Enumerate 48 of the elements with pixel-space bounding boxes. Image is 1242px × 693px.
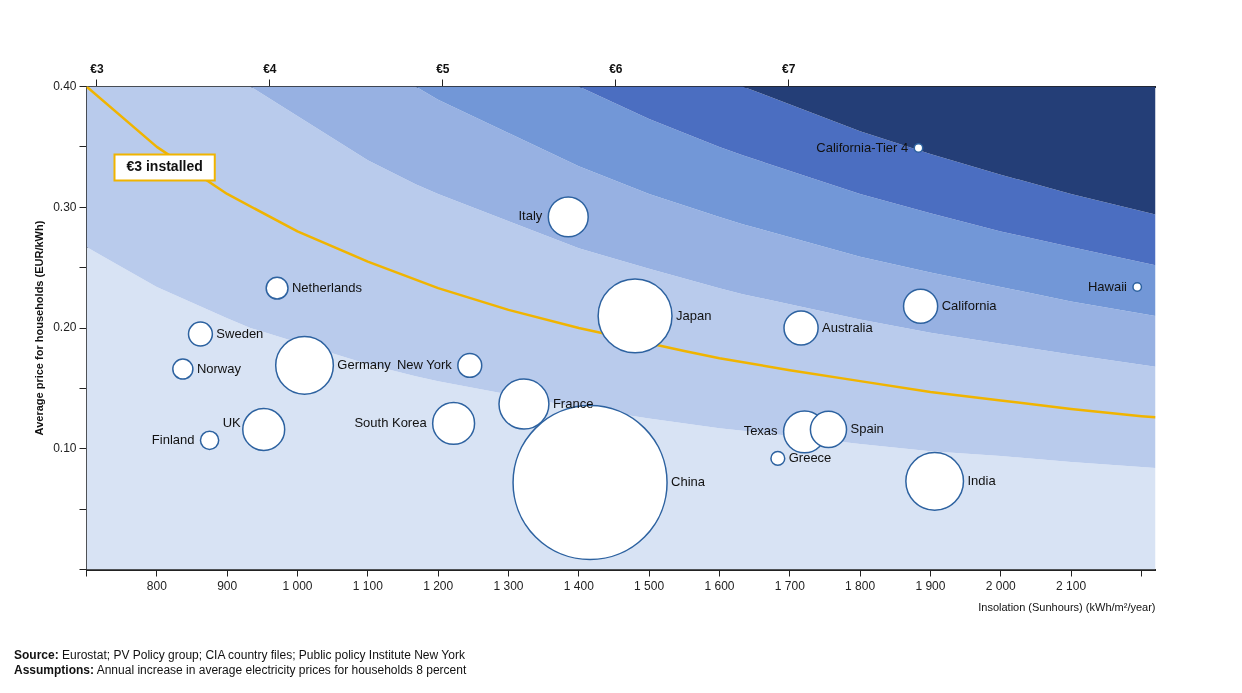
text: Assumptions: Annual increase in average electricity prices for households 8 percent <box>14 663 467 677</box>
series-label: Italy <box>518 208 543 224</box>
series-label: Germany <box>337 357 392 373</box>
x2-tick-label: €6 <box>609 61 623 76</box>
x-tick-label: 1 300 <box>493 579 524 594</box>
series-label: Sweden <box>216 325 264 341</box>
x-tick-label: 1 600 <box>704 579 735 594</box>
x-axis-title: Insolation (Sunhours) (kWh/m²/year) <box>978 600 1156 613</box>
y-tick-label: 0.40 <box>53 78 77 93</box>
series-label: Hawaii <box>1087 278 1128 294</box>
x-tick-label: 1 000 <box>282 579 313 594</box>
source-note: Source: Eurostat; PV Policy group; CIA country files; Public policy Institute New York <box>14 648 465 662</box>
x-tick-label: 1 500 <box>634 579 665 594</box>
x-tick-label: 1 800 <box>845 579 876 594</box>
x2-tick-label: €3 <box>90 61 104 76</box>
series-label: Spain <box>850 421 884 437</box>
series-label: Japan <box>675 307 712 323</box>
x-tick-label: 900 <box>217 579 238 594</box>
series-label: New York <box>396 357 453 373</box>
x2-tick-label: €4 <box>263 61 277 76</box>
series-label: Norway <box>196 360 242 376</box>
x-tick-label: 1 200 <box>423 579 454 594</box>
x-tick-label: 1 700 <box>774 579 806 594</box>
series-label: Finland <box>151 431 195 447</box>
x2-tick-label: €5 <box>436 61 450 76</box>
series-label: Greece <box>788 449 832 465</box>
y-tick-label: 0.10 <box>53 441 77 456</box>
series-label: Netherlands <box>291 279 363 295</box>
x-tick-label: 2 100 <box>1056 579 1087 594</box>
series-label: Texas <box>743 423 779 439</box>
x-tick-label: 1 100 <box>352 579 384 594</box>
series-label: South Korea <box>354 414 428 430</box>
series-label: India <box>967 472 997 488</box>
x-tick-label: 1 400 <box>563 579 595 594</box>
y-tick-label: 0.20 <box>53 320 77 335</box>
x-tick-label: 800 <box>146 579 168 594</box>
series-label: €3 installed <box>126 158 203 175</box>
series-label: China <box>671 474 706 490</box>
x-tick-label: 1 900 <box>915 579 946 594</box>
y-axis-title: Average price for households (EUR/kWh) <box>32 220 45 436</box>
series-label: Australia <box>822 319 874 335</box>
series-label: France <box>552 395 594 411</box>
y-tick-label: 0.30 <box>53 199 77 214</box>
x2-tick-label: €7 <box>782 61 796 76</box>
x-tick-label: 2 000 <box>985 579 1017 594</box>
series-label: California <box>941 297 998 313</box>
series-label: California-Tier 4 <box>816 139 909 155</box>
series-label: UK <box>222 415 242 431</box>
